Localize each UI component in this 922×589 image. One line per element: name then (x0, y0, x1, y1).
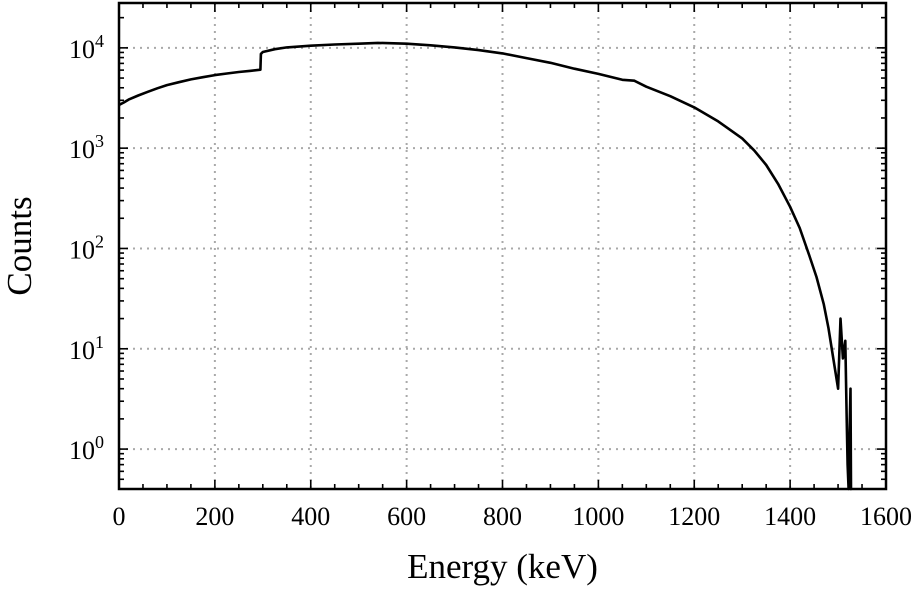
x-tick-label: 1600 (860, 502, 912, 531)
x-axis-label: Energy (keV) (407, 547, 598, 586)
series-layer (118, 41, 853, 491)
x-tick-label: 1000 (572, 502, 624, 531)
x-tick-label: 1400 (764, 502, 816, 531)
x-tick-label: 200 (195, 502, 234, 531)
x-tick-label: 1200 (668, 502, 720, 531)
x-tick-labels: 0 200 400 600 800 1000 1200 1400 1600 (113, 502, 913, 531)
ticks (118, 3, 887, 490)
y-tick-label: 100 (69, 432, 104, 465)
x-tick-label: 600 (387, 502, 426, 531)
y-tick-labels: 100 101 102 103 104 (69, 31, 104, 465)
y-axis-label: Counts (0, 196, 39, 295)
y-tick-label: 102 (69, 231, 104, 264)
x-tick-label: 400 (291, 502, 330, 531)
x-tick-label: 800 (483, 502, 522, 531)
grid (119, 3, 886, 489)
series-line (118, 41, 853, 491)
y-tick-label: 101 (69, 332, 104, 365)
x-tick-label: 0 (113, 502, 126, 531)
y-tick-label: 104 (69, 31, 104, 64)
y-tick-label: 103 (69, 131, 104, 164)
